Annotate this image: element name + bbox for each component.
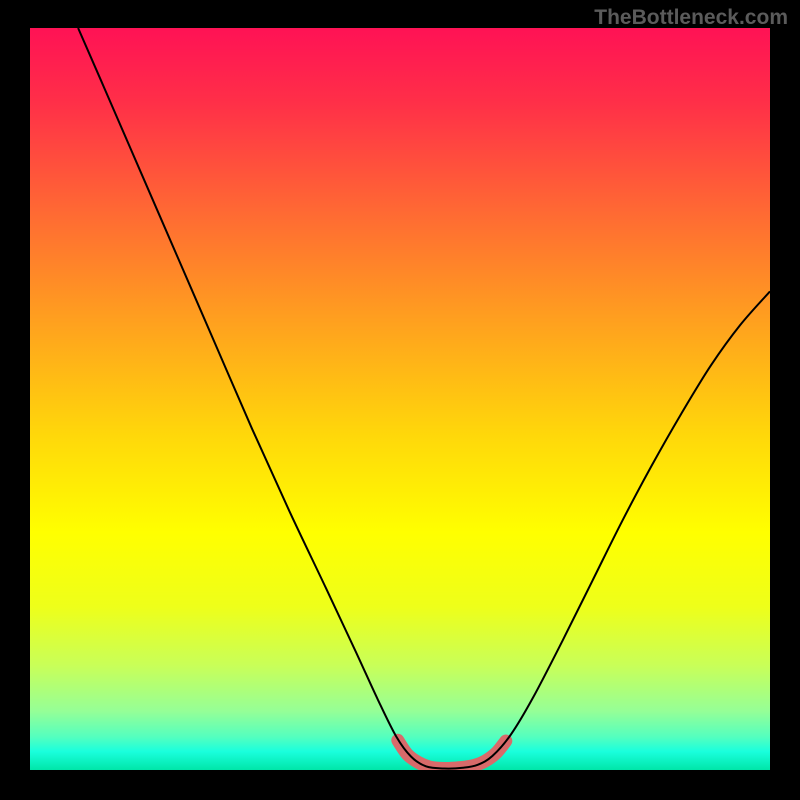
- bottleneck-chart: TheBottleneck.com: [0, 0, 800, 800]
- watermark-text: TheBottleneck.com: [594, 6, 788, 30]
- chart-svg: [0, 0, 800, 800]
- chart-plot-background: [30, 28, 770, 770]
